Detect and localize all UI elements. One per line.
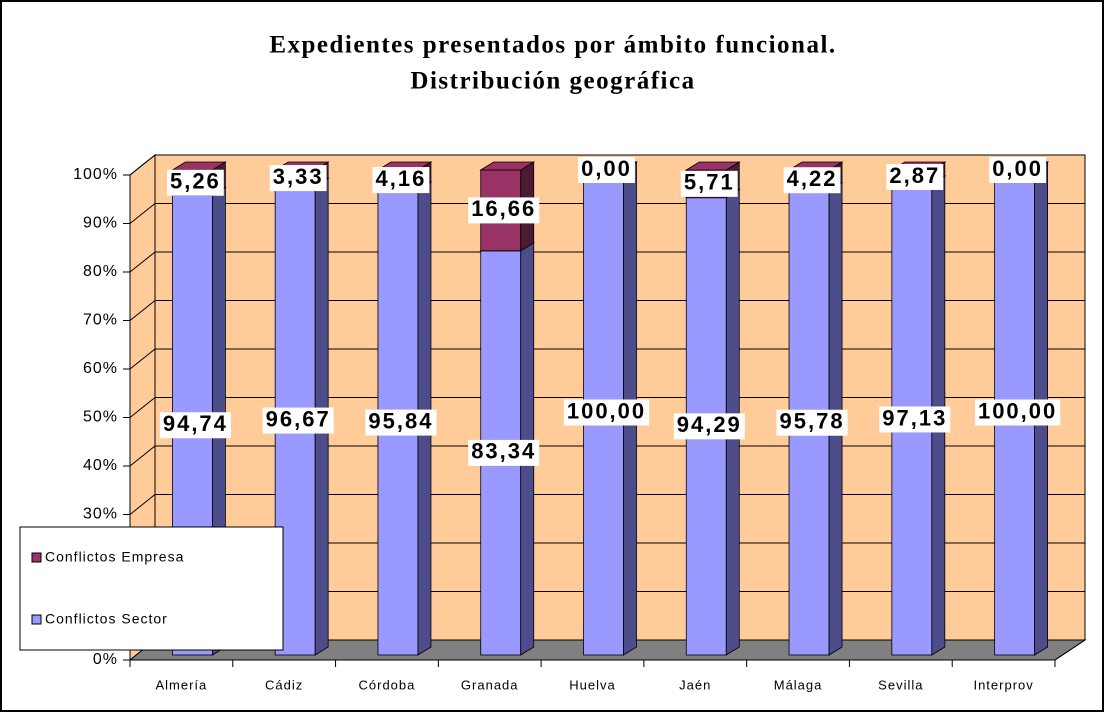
y-tick-label: 70%: [83, 312, 118, 329]
y-tick-label: 100%: [73, 166, 118, 183]
value-label: 83,34: [471, 439, 536, 464]
value-label-bg: [563, 399, 650, 426]
value-label: 100,00: [978, 398, 1057, 423]
value-label-bg: [468, 197, 540, 224]
bar-top: [479, 161, 536, 171]
x-tick-label: Cádiz: [265, 677, 303, 692]
value-label-bg: [468, 439, 540, 466]
value-label: 96,67: [266, 406, 331, 431]
value-label-bg: [578, 157, 635, 183]
y-tick-label: 80%: [83, 263, 118, 280]
value-label: 94,29: [677, 412, 742, 437]
value-label-bg: [166, 169, 224, 196]
y-tick-label: 90%: [83, 215, 118, 232]
value-label-bg: [989, 157, 1047, 183]
value-label: 4,16: [376, 166, 427, 191]
value-label-bg: [776, 409, 848, 436]
value-label: 5,26: [170, 169, 221, 194]
value-label-bg: [365, 409, 437, 436]
value-label: 94,74: [163, 411, 228, 436]
value-label: 16,66: [471, 196, 536, 221]
value-label-bg: [159, 412, 231, 439]
value-label-bg: [372, 167, 430, 194]
y-tick-label: 30%: [83, 506, 118, 523]
x-tick-label: Interprov: [973, 677, 1033, 692]
value-label-bg: [680, 170, 738, 197]
value-label-bg: [269, 165, 327, 192]
value-label: 97,13: [882, 405, 947, 430]
y-tick-label: 0%: [93, 651, 118, 668]
x-tick-label: Huelva: [569, 677, 615, 692]
legend-label: Conflictos Empresa: [45, 549, 184, 565]
grid-line: [129, 397, 156, 418]
legend: [19, 526, 284, 651]
value-label-bg: [783, 167, 841, 194]
value-label: 95,78: [780, 409, 845, 434]
chart-title: Expedientes presentados por ámbito funci…: [269, 32, 836, 59]
bar-top: [684, 161, 741, 171]
grid-line: [129, 203, 156, 224]
y-tick-label: 50%: [83, 409, 118, 426]
value-label: 5,71: [684, 170, 735, 195]
x-tick-label: Málaga: [774, 677, 823, 692]
grid-line: [129, 251, 156, 273]
value-label-bg: [262, 407, 334, 434]
legend-swatch: [31, 552, 42, 563]
chart-title: Distribución geográfica: [410, 68, 695, 95]
value-label: 100,00: [567, 398, 646, 423]
grid-line: [129, 348, 156, 370]
y-tick-label: 60%: [83, 360, 118, 377]
grid-line: [129, 494, 156, 515]
grid-line: [129, 445, 156, 467]
grid-line: [129, 300, 156, 321]
x-tick-label: Córdoba: [359, 677, 416, 692]
x-axis: [1054, 639, 1086, 661]
value-label: 2,87: [889, 163, 940, 188]
value-label-bg: [974, 399, 1061, 426]
x-tick-label: Jaén: [679, 677, 711, 692]
value-label-bg: [886, 163, 944, 190]
x-tick-label: Sevilla: [878, 677, 923, 692]
value-label: 0,00: [581, 156, 632, 181]
value-label-bg: [879, 406, 951, 433]
grid-line: [129, 154, 156, 176]
value-label-bg: [673, 413, 745, 440]
legend-label: Conflictos Sector: [45, 611, 168, 627]
value-label: 95,84: [368, 408, 433, 433]
x-tick-label: Almería: [155, 677, 207, 692]
y-tick-label: 40%: [83, 457, 118, 474]
value-label: 0,00: [992, 156, 1043, 181]
value-label: 3,33: [273, 164, 324, 189]
x-tick-label: Granada: [461, 677, 519, 692]
value-label: 4,22: [787, 166, 838, 191]
legend-swatch: [31, 614, 42, 625]
